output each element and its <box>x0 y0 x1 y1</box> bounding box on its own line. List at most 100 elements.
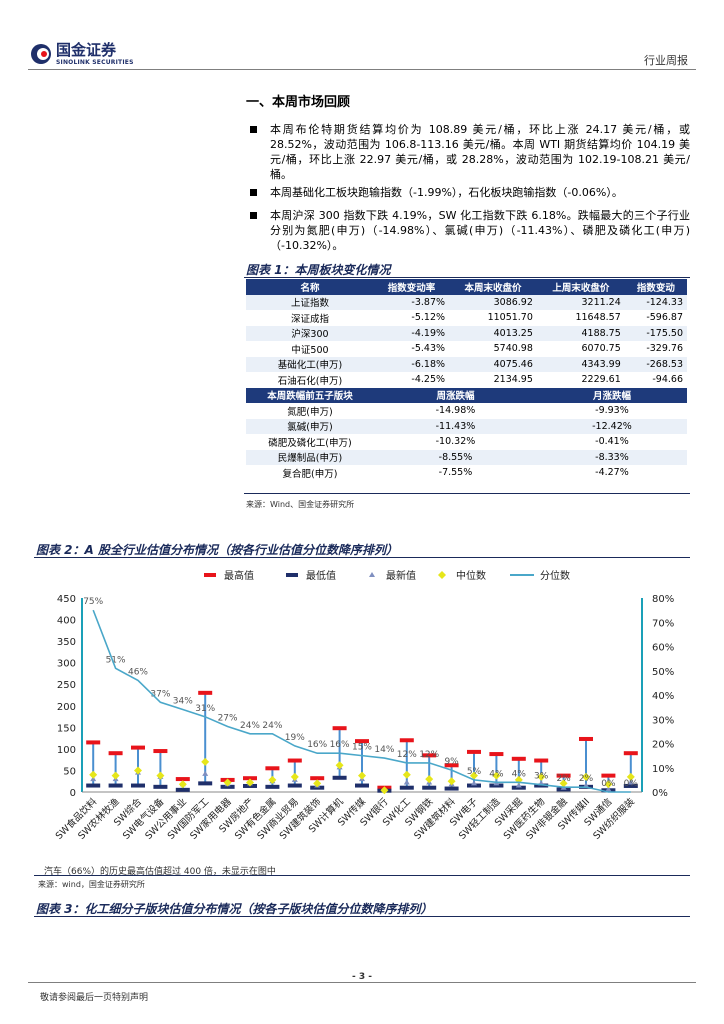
bullet-2: 本周基础化工板块跑输指数（-1.99%），石化板块跑输指数（-0.06%）。 <box>250 185 690 200</box>
max-marker <box>332 726 347 731</box>
latest-marker <box>202 770 209 776</box>
max-marker <box>287 758 302 763</box>
min-marker <box>287 783 302 788</box>
table-row: 中证500 -5.43% 5740.98 6070.75 -329.76 <box>246 341 687 357</box>
max-marker <box>444 763 459 768</box>
min-marker <box>511 785 526 790</box>
legend-latest-marker <box>369 572 375 577</box>
footer-line <box>28 982 696 983</box>
percentile-label: 46% <box>128 667 148 677</box>
min-marker <box>467 783 481 788</box>
bullet-1: 本周布伦特期货结算均价为 108.89 美元/桶，环比上涨 24.17 美元/桶… <box>250 122 690 182</box>
percentile-label: 9% <box>444 757 459 767</box>
y-right-tick-label: 70% <box>652 618 674 629</box>
percentile-label: 2% <box>556 774 571 784</box>
latest-marker <box>471 780 477 786</box>
min-marker <box>332 775 347 780</box>
table-header-cell: 名称 <box>246 279 374 295</box>
table-cell: -268.53 <box>624 356 687 372</box>
percentile-line <box>92 609 631 793</box>
table-cell: -11.43% <box>374 418 537 434</box>
min-marker <box>220 784 235 789</box>
latest-marker <box>583 782 589 788</box>
table-cell: 上证指数 <box>246 294 374 310</box>
median-marker <box>470 771 478 780</box>
percentile-label: 12% <box>397 750 417 760</box>
min-marker <box>489 783 504 788</box>
logo-icon <box>31 44 51 64</box>
max-marker <box>243 776 257 781</box>
table-cell: -3.87% <box>374 294 450 310</box>
y-left-tick-label: 200 <box>57 702 76 713</box>
max-marker <box>579 736 593 741</box>
table-row: 上证指数 -3.87% 3086.92 3211.24 -124.33 <box>246 294 687 310</box>
table-cell: -329.76 <box>624 341 687 357</box>
percentile-label: 24% <box>240 721 260 731</box>
median-marker <box>223 778 232 787</box>
percentile-label: 15% <box>352 743 372 753</box>
y-left-tick-label: 300 <box>57 659 76 670</box>
percentile-label: 4% <box>512 769 527 779</box>
median-marker <box>380 786 389 795</box>
percentile-label: 0% <box>601 779 616 789</box>
table-cell: -0.41% <box>536 434 687 450</box>
table-cell: 3086.92 <box>449 294 537 310</box>
median-marker <box>358 771 366 780</box>
min-marker <box>310 785 325 790</box>
median-marker <box>582 772 590 781</box>
min-marker <box>131 783 145 788</box>
table-cell: 4075.46 <box>449 356 537 372</box>
max-marker <box>131 745 145 750</box>
bullet-text: 本周沪深 300 指数下跌 4.19%，SW 化工指数下跌 6.18%。跌幅最大… <box>270 209 690 252</box>
table-cell: 复合肥(申万) <box>246 465 374 481</box>
table-cell: 沪深300 <box>246 325 374 341</box>
figure3-title-line <box>34 916 690 917</box>
figure2-note: 汽车（66%）的历史最高估值超过 400 倍，未显示在图中 <box>44 867 276 877</box>
percentile-label: 27% <box>218 714 238 724</box>
table-cell: 4013.25 <box>449 325 537 341</box>
table-cell: 2134.95 <box>449 372 537 388</box>
table-cell: -124.33 <box>624 294 687 310</box>
min-marker <box>422 785 437 790</box>
bullet-3: 本周沪深 300 指数下跌 4.19%，SW 化工指数下跌 6.18%。跌幅最大… <box>250 208 690 253</box>
y-right-tick-label: 10% <box>652 764 674 775</box>
median-marker <box>156 771 165 780</box>
legend-label: 分位数 <box>540 569 570 582</box>
y-right-tick-label: 40% <box>652 691 674 702</box>
table-header-cell: 周涨跌幅 <box>374 387 537 403</box>
median-marker <box>89 770 98 779</box>
median-marker <box>246 778 254 787</box>
table-cell: 氮肥(申万) <box>246 403 374 419</box>
table-row: 氮肥(申万) -14.98% -9.93% <box>246 403 687 419</box>
min-marker <box>175 787 190 792</box>
median-marker <box>335 761 344 770</box>
table-cell: 深证成指 <box>246 310 374 326</box>
table-cell: -94.66 <box>624 372 687 388</box>
y-right-tick-label: 60% <box>652 643 674 654</box>
table-cell: 磷肥及磷化工(申万) <box>246 434 374 450</box>
table-cell: 石油石化(申万) <box>246 372 374 388</box>
percentile-label: 31% <box>195 704 215 714</box>
max-marker <box>198 690 213 695</box>
median-marker <box>111 771 120 780</box>
figure1-title-line <box>244 277 690 278</box>
max-marker <box>86 740 101 745</box>
percentile-label: 5% <box>467 767 482 777</box>
disclaimer: 敬请参阅最后一页特别声明 <box>40 993 149 1003</box>
max-marker <box>623 751 638 756</box>
table-cell: -8.33% <box>536 449 687 465</box>
median-marker <box>626 772 635 781</box>
min-marker <box>444 786 459 791</box>
table-cell: -5.43% <box>374 341 450 357</box>
y-left-tick-label: 150 <box>57 723 76 734</box>
page-number: - 3 - <box>352 972 372 982</box>
median-marker <box>402 770 411 779</box>
median-marker <box>537 772 546 781</box>
median-marker <box>492 771 501 780</box>
median-marker <box>447 777 456 786</box>
table-cell: -175.50 <box>624 325 687 341</box>
percentile-label: 19% <box>285 733 305 743</box>
legend-min-marker <box>286 573 298 577</box>
table-cell: 基础化工(申万) <box>246 356 374 372</box>
table-cell: -10.32% <box>374 434 537 450</box>
